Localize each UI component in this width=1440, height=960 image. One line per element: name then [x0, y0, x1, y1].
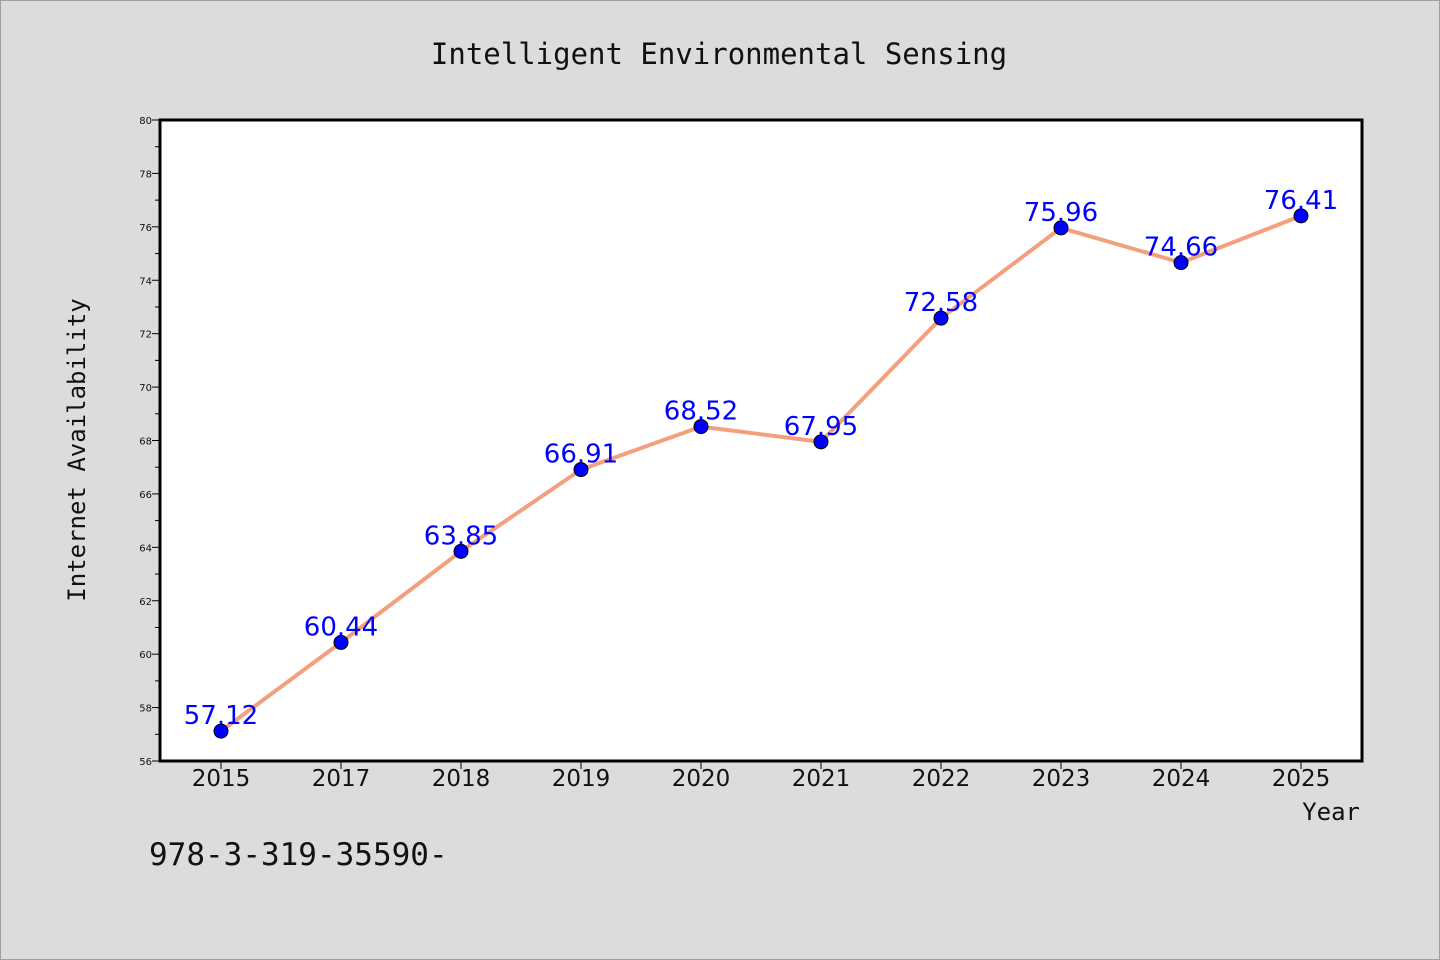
y-tick-label: 70 [139, 383, 152, 394]
y-axis: 56 58 60 62 64 66 68 70 72 74 76 78 80 [139, 116, 160, 768]
data-point [933, 310, 949, 326]
y-tick-label: 66 [139, 490, 152, 501]
x-axis-label: Year [1302, 798, 1360, 826]
data-point [1173, 255, 1189, 271]
y-tick-label: 72 [139, 330, 152, 341]
y-tick-label: 80 [139, 116, 152, 127]
data-point [1053, 220, 1069, 236]
y-axis-label: Internet Availability [63, 298, 91, 601]
series-layer: 57.12 60.44 63.85 66.91 68.52 67.95 72.58 75.96… [184, 186, 1338, 739]
series-line [219, 213, 1303, 734]
x-tick-label: 2019 [552, 766, 611, 792]
data-point [453, 543, 469, 559]
x-tick-label: 2018 [432, 766, 491, 792]
data-label: 72.58 [904, 288, 978, 318]
x-tick-label: 2022 [912, 766, 971, 792]
data-label: 68.52 [664, 397, 738, 427]
y-tick-label: 58 [139, 704, 152, 715]
plot-area [158, 118, 1364, 763]
y-tick-label: 60 [139, 650, 152, 661]
x-tick-label: 2025 [1272, 766, 1331, 792]
data-label: 74.66 [1144, 233, 1218, 263]
data-label: 63.85 [424, 521, 498, 551]
x-tick-label: 2021 [792, 766, 851, 792]
x-tick-label: 2015 [192, 766, 251, 792]
x-tick-label: 2023 [1032, 766, 1091, 792]
data-label: 66.91 [544, 440, 618, 470]
data-point [693, 419, 709, 435]
y-tick-label: 68 [139, 437, 152, 448]
data-label: 76.41 [1264, 186, 1338, 216]
data-point [1293, 208, 1309, 224]
data-label: 60.44 [304, 612, 378, 642]
data-point [333, 634, 349, 650]
x-tick-label: 2017 [312, 766, 371, 792]
data-label: 57.12 [184, 701, 258, 731]
data-label: 75.96 [1024, 198, 1098, 228]
x-tick-label: 2020 [672, 766, 731, 792]
y-tick-label: 62 [139, 597, 152, 608]
y-tick-label: 76 [139, 223, 152, 234]
chart-title: Intelligent Environmental Sensing [431, 37, 1007, 71]
x-axis: 2015 2017 2018 2019 2020 2021 2022 2023 2024 2025 [192, 761, 1331, 792]
x-tick-label: 2024 [1152, 766, 1211, 792]
y-tick-label: 64 [139, 543, 152, 554]
footnote: 978-3-319-35590- [149, 837, 448, 873]
y-tick-label: 78 [139, 169, 152, 180]
y-tick-label: 56 [139, 757, 152, 768]
data-point [813, 434, 829, 450]
data-point [213, 723, 229, 739]
y-tick-label: 74 [139, 276, 152, 287]
data-label: 67.95 [784, 412, 858, 442]
data-point [573, 462, 589, 478]
